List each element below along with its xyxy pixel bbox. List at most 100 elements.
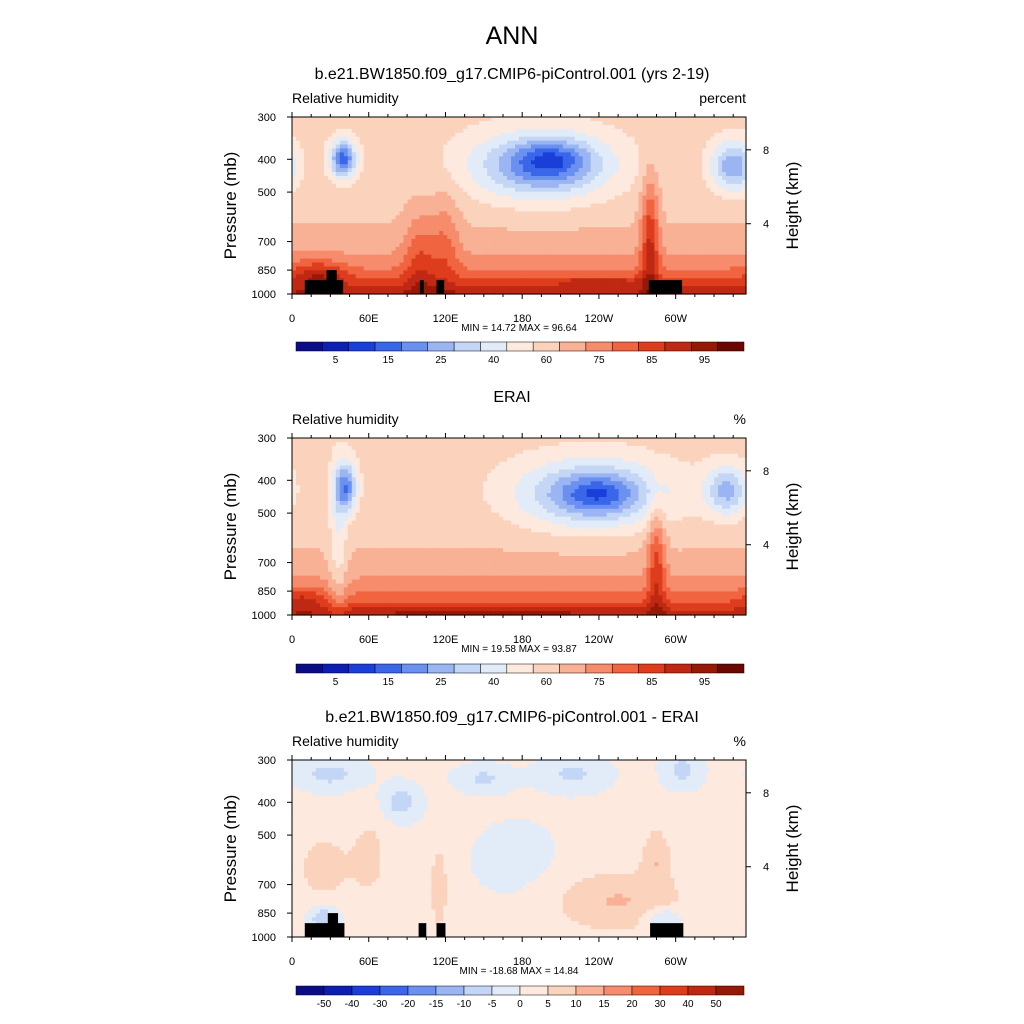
contour-cell: [598, 120, 604, 126]
contour-cell: [375, 128, 381, 134]
contour-cell: [618, 132, 624, 138]
contour-cell: [355, 207, 361, 212]
contour-cell: [586, 148, 592, 153]
contour-cell: [598, 242, 604, 248]
contour-cell: [598, 124, 604, 130]
contour-cell: [586, 207, 592, 212]
contour-cell: [690, 242, 695, 248]
contour-cell: [618, 250, 624, 256]
contour-cell: [638, 164, 644, 169]
contour-cell: [654, 270, 659, 275]
contour-cell: [455, 199, 460, 205]
contour-cell: [590, 211, 596, 216]
contour-cell: [423, 262, 428, 268]
contour-cell: [331, 144, 337, 150]
contour-cell: [375, 215, 381, 220]
contour-cell: [471, 128, 476, 134]
contour-cell: [534, 250, 540, 256]
contour-cell: [574, 219, 580, 224]
contour-cell: [678, 223, 683, 228]
contour-cell: [714, 238, 719, 244]
contour-cell: [698, 195, 703, 201]
contour-cell: [554, 238, 560, 244]
contour-cell: [586, 270, 592, 275]
contour-cell: [690, 164, 695, 169]
contour-cell: [714, 120, 719, 126]
contour-cell: [614, 144, 620, 150]
contour-cell: [586, 242, 592, 248]
contour-cell: [403, 136, 409, 142]
contour-cell: [379, 183, 385, 189]
contour-cell: [447, 203, 452, 209]
contour-cell: [526, 124, 532, 130]
contour-cell: [734, 164, 739, 169]
contour-cell: [467, 172, 472, 177]
contour-cell: [538, 148, 544, 153]
contour-cell: [726, 172, 731, 177]
contour-cell: [646, 219, 652, 224]
contour-cell: [451, 128, 456, 134]
contour-cell: [690, 136, 695, 142]
contour-cell: [447, 195, 452, 201]
contour-cell: [610, 148, 616, 153]
contour-cell: [355, 274, 361, 279]
contour-cell: [662, 148, 667, 153]
contour-cell: [491, 223, 496, 228]
contour-cell: [399, 282, 405, 287]
contour-cell: [347, 266, 353, 271]
contour-cell: [379, 242, 385, 248]
contour-cell: [634, 242, 640, 248]
contour-cell: [399, 117, 405, 122]
contour-cell: [503, 160, 508, 165]
contour-cell: [315, 235, 321, 240]
contour-cell: [578, 136, 584, 142]
contour-cell: [459, 183, 464, 189]
contour-cell: [658, 187, 663, 193]
contour-cell: [447, 183, 452, 189]
contour-cell: [706, 274, 711, 279]
contour-cell: [303, 179, 309, 185]
contour-cell: [674, 219, 679, 224]
contour-cell: [646, 266, 652, 271]
contour-cell: [546, 120, 552, 126]
contour-cell: [459, 136, 464, 142]
contour-cell: [638, 120, 644, 126]
contour-cell: [650, 250, 655, 256]
contour-cell: [467, 258, 472, 264]
contour-cell: [383, 140, 389, 146]
contour-cell: [738, 148, 743, 153]
contour-cell: [475, 128, 480, 134]
contour-cell: [475, 254, 480, 260]
contour-cell: [347, 117, 353, 122]
contour-cell: [463, 270, 468, 275]
contour-cell: [566, 140, 572, 146]
contour-cell: [439, 238, 444, 244]
contour-cell: [642, 144, 648, 150]
contour-cell: [463, 215, 468, 220]
contour-cell: [427, 191, 432, 197]
contour-cell: [650, 136, 655, 142]
contour-cell: [598, 219, 604, 224]
contour-cell: [391, 219, 397, 224]
contour-cell: [706, 148, 711, 153]
contour-cell: [443, 215, 448, 220]
contour-cell: [530, 187, 536, 193]
contour-cell: [491, 195, 496, 201]
contour-cell: [702, 160, 707, 165]
contour-cell: [546, 274, 552, 279]
contour-cell: [558, 136, 564, 142]
contour-cell: [598, 246, 604, 252]
contour-cell: [475, 140, 480, 146]
contour-cell: [562, 215, 568, 220]
contour-cell: [515, 168, 520, 173]
contour-cell: [562, 152, 568, 157]
contour-cell: [363, 172, 369, 177]
contour-cell: [634, 227, 640, 232]
contour-cell: [295, 160, 301, 165]
contour-cell: [674, 203, 679, 209]
contour-cell: [427, 254, 432, 260]
contour-cell: [379, 132, 385, 138]
contour-cell: [574, 187, 580, 193]
contour-cell: [307, 172, 313, 177]
contour-cell: [359, 270, 365, 275]
